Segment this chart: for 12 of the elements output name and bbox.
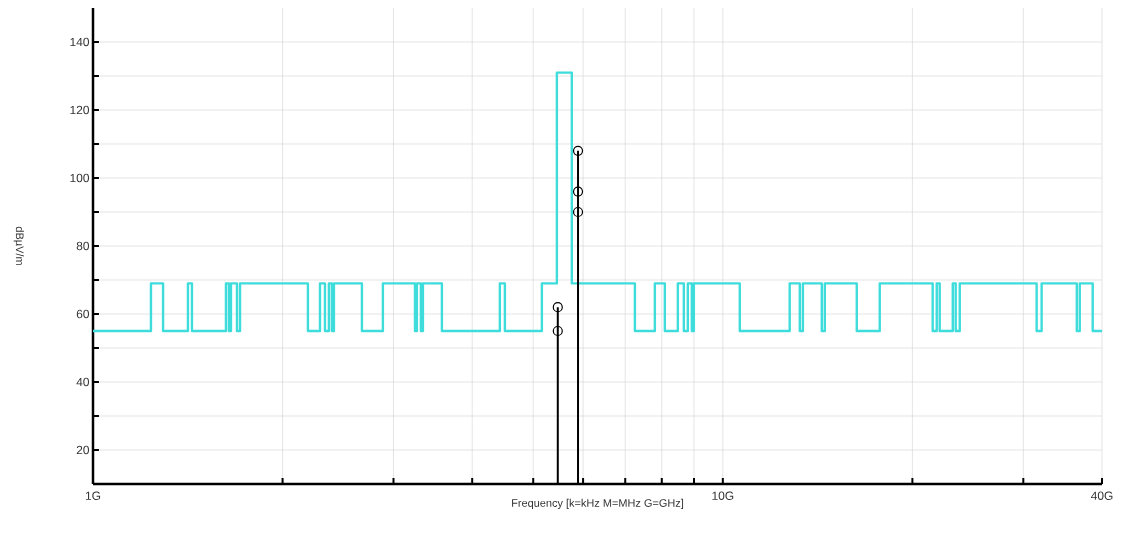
y-tick-label: 80	[76, 241, 90, 251]
y-tick-label: 40	[76, 377, 90, 387]
y-tick-label: 20	[76, 445, 90, 455]
y-tick-label: 100	[70, 173, 90, 183]
x-tick-label: 10G	[712, 491, 734, 500]
x-axis-title: Frequency [k=kHz M=MHz G=GHz]	[512, 498, 684, 510]
x-tick-label: 40G	[1090, 491, 1113, 500]
x-tick-label: 1G	[85, 491, 101, 500]
y-tick-label: 140	[70, 37, 90, 47]
y-tick-label: 60	[76, 309, 90, 319]
y-axis-title: dBµV/m	[13, 226, 24, 265]
y-tick-label: 120	[70, 105, 90, 115]
